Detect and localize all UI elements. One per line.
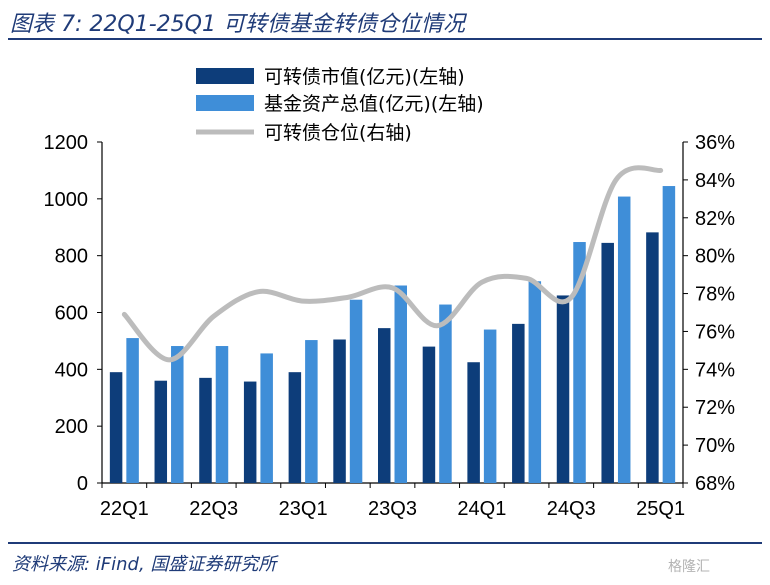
bar-bond-market-value [601, 242, 614, 483]
bar-fund-total-assets [617, 196, 631, 483]
legend-label: 基金资产总值(亿元)(左轴) [264, 93, 484, 115]
bar-fund-total-assets [483, 329, 497, 483]
bar-bond-market-value [556, 295, 570, 483]
legend-label: 可转债仓位(右轴) [264, 122, 412, 144]
bar-fund-total-assets [305, 340, 318, 483]
y-right-tick-label: 36% [695, 132, 735, 154]
line-series [121, 165, 664, 363]
footer-rule [8, 542, 762, 544]
bar-fund-total-assets [126, 338, 139, 483]
bar-fund-total-assets [439, 304, 452, 483]
y-right-tick-label: 70% [695, 435, 735, 457]
x-tick-label: 22Q1 [100, 498, 149, 520]
y-right-tick-label: 80% [695, 246, 735, 268]
legend-swatch [196, 95, 254, 111]
axes: 0 200 400 600 800 1000 1200 68% 70% 72% 74% 76% 78% 8… [44, 132, 736, 520]
bar-bond-market-value [512, 323, 525, 483]
x-tick-label: 23Q3 [368, 498, 417, 520]
x-tick-label: 23Q1 [279, 498, 328, 520]
bar-bond-market-value [199, 377, 212, 483]
y-right-tick-label: 68% [695, 473, 735, 495]
x-tick-label: 25Q1 [636, 498, 685, 520]
y-left-tick-label: 0 [77, 473, 88, 495]
bar-bond-market-value [422, 346, 436, 483]
y-left-tick-label: 200 [55, 416, 88, 438]
bar-fund-total-assets [260, 353, 273, 483]
watermark: 格隆汇 [668, 559, 710, 575]
bar-fund-total-assets [573, 242, 586, 483]
bar-bond-market-value [243, 381, 257, 483]
bar-bond-market-value [378, 328, 391, 483]
title-rule [8, 38, 762, 40]
bar-fund-total-assets [394, 285, 407, 483]
x-tick-label: 24Q3 [547, 498, 596, 520]
source-note: 资料来源: iFind, 国盛证券研究所 [12, 554, 277, 575]
y-right-tick-label: 74% [695, 359, 735, 381]
bar-bond-market-value [288, 372, 302, 483]
bar-fund-total-assets [528, 281, 542, 483]
y-right-tick-label: 72% [695, 397, 735, 419]
y-left-tick-label: 400 [55, 359, 88, 381]
y-right-tick-label: 82% [695, 208, 735, 230]
bar-bond-market-value [467, 362, 480, 483]
bar-fund-total-assets [662, 186, 676, 483]
bars [109, 186, 676, 483]
legend-label: 可转债市值(亿元)(左轴) [264, 66, 465, 88]
y-left-tick-label: 1000 [44, 189, 89, 211]
bar-bond-market-value [109, 372, 123, 483]
bar-fund-total-assets [349, 299, 363, 483]
x-tick-label: 22Q3 [189, 498, 238, 520]
bar-fund-total-assets [215, 346, 229, 483]
page-title: 图表 7: 22Q1-25Q1 可转债基金转债仓位情况 [10, 12, 465, 37]
bar-bond-market-value [646, 232, 659, 483]
y-left-tick-label: 600 [55, 303, 88, 325]
y-right-tick-label: 84% [695, 170, 735, 192]
bar-bond-market-value [154, 380, 168, 483]
legend: 可转债市值(亿元)(左轴) 基金资产总值(亿元)(左轴) 可转债仓位(右轴) [196, 66, 484, 144]
line-bond-position [121, 165, 664, 363]
bar-bond-market-value [333, 339, 346, 483]
y-left-tick-label: 1200 [44, 132, 89, 154]
x-tick-label: 24Q1 [457, 498, 506, 520]
legend-swatch [196, 68, 254, 84]
y-right-tick-label: 78% [695, 284, 735, 306]
y-left-tick-label: 800 [55, 246, 88, 268]
bar-fund-total-assets [171, 346, 184, 483]
y-right-tick-label: 76% [695, 321, 735, 343]
